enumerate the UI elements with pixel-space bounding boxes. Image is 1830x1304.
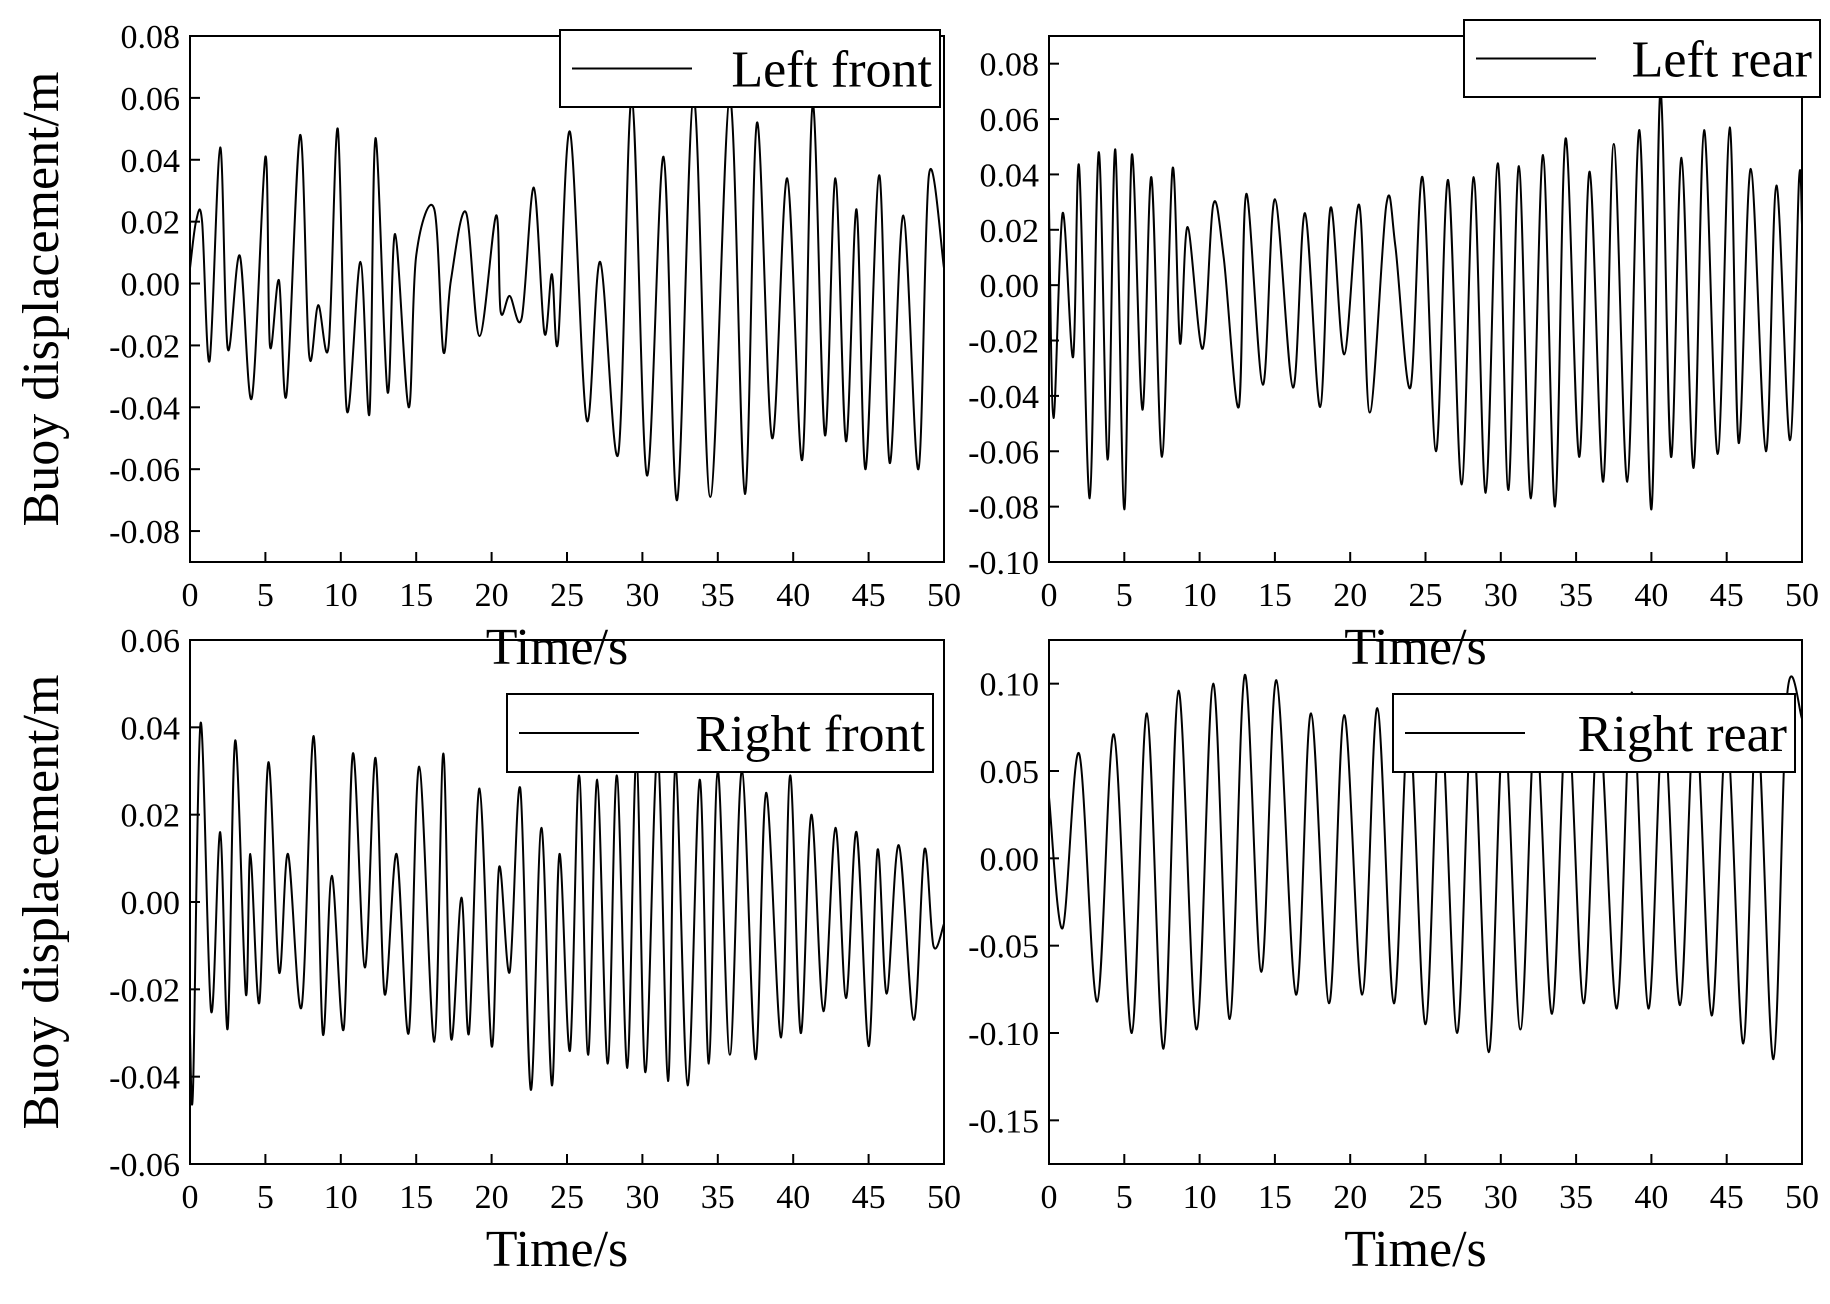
y-tick-label: -0.06 xyxy=(968,434,1039,471)
legend-label: Right front xyxy=(695,706,925,763)
x-tick-label: 0 xyxy=(1041,1179,1058,1216)
x-tick-label: 15 xyxy=(399,1179,433,1216)
legend: Left rear xyxy=(1463,19,1821,98)
x-tick-label: 45 xyxy=(1710,577,1744,614)
x-tick-label: 40 xyxy=(1634,1179,1668,1216)
legend-label: Left rear xyxy=(1632,32,1812,89)
x-tick-label: 40 xyxy=(776,577,810,614)
y-tick-label: -0.06 xyxy=(109,452,180,489)
y-tick-label: 0.02 xyxy=(121,205,181,242)
y-tick-label: 0.06 xyxy=(121,623,181,660)
y-tick-label: 0.04 xyxy=(121,710,181,747)
series-line-bottom-right xyxy=(1049,673,1802,1061)
x-tick-label: 45 xyxy=(852,1179,886,1216)
x-tick-label: 20 xyxy=(1333,577,1367,614)
x-tick-label: 50 xyxy=(927,1179,961,1216)
legend: Right rear xyxy=(1392,693,1796,773)
legend-label: Left front xyxy=(731,42,932,99)
y-tick-label: 0.02 xyxy=(121,798,181,835)
x-tick-label: 40 xyxy=(1634,577,1668,614)
x-tick-label: 25 xyxy=(1409,577,1443,614)
x-tick-label: 20 xyxy=(475,577,509,614)
y-tick-label: -0.04 xyxy=(109,1060,180,1097)
y-tick-label: 0.04 xyxy=(980,157,1040,194)
y-tick-label: 0.08 xyxy=(980,47,1040,84)
x-tick-label: 10 xyxy=(324,1179,358,1216)
x-tick-label: 5 xyxy=(257,577,274,614)
chart-panel-top-left: 0 5 10 15 20 25 30 35 40 45 50 -0.08 -0.06 -0.04 -0.02… xyxy=(13,19,961,676)
x-tick-label: 45 xyxy=(852,577,886,614)
x-axis-title: Time/s xyxy=(1344,619,1487,676)
x-tick-label: 0 xyxy=(1041,577,1058,614)
y-tick-label: -0.02 xyxy=(109,972,180,1009)
x-axis-title: Time/s xyxy=(486,619,629,676)
legend: Left front xyxy=(559,29,941,108)
series-line-top-left xyxy=(190,96,944,502)
y-tick-label: -0.02 xyxy=(109,328,180,365)
y-axis-title: Buoy displacement/m xyxy=(13,675,70,1130)
y-tick-label: 0.02 xyxy=(980,213,1040,250)
x-tick-label: 5 xyxy=(1116,1179,1133,1216)
x-axis-title: Time/s xyxy=(1344,1221,1487,1278)
x-tick-label: 30 xyxy=(1484,577,1518,614)
x-tick-label: 15 xyxy=(1258,577,1292,614)
x-tick-label: 35 xyxy=(701,577,735,614)
x-tick-label: 15 xyxy=(399,577,433,614)
legend: Right front xyxy=(506,693,934,773)
x-tick-label: 40 xyxy=(776,1179,810,1216)
y-tick-label: 0.00 xyxy=(121,885,181,922)
y-tick-label: -0.04 xyxy=(109,390,180,427)
y-tick-label: -0.04 xyxy=(968,379,1039,416)
y-tick-label: -0.10 xyxy=(968,545,1039,582)
x-tick-label: 10 xyxy=(1183,577,1217,614)
y-tick-label: -0.02 xyxy=(968,324,1039,361)
y-tick-label: -0.10 xyxy=(968,1016,1039,1053)
y-tick-label: -0.06 xyxy=(109,1147,180,1184)
x-tick-label: 0 xyxy=(182,1179,199,1216)
legend-label: Right rear xyxy=(1578,706,1787,763)
x-axis-title: Time/s xyxy=(486,1221,629,1278)
x-tick-label: 35 xyxy=(1559,1179,1593,1216)
y-tick-label: 0.00 xyxy=(980,268,1040,305)
y-tick-label: 0.06 xyxy=(980,102,1040,139)
x-tick-label: 20 xyxy=(1333,1179,1367,1216)
y-tick-label: -0.08 xyxy=(968,490,1039,527)
series-line-bottom-left xyxy=(190,721,944,1106)
series-line-top-right xyxy=(1049,90,1802,511)
y-tick-label: 0.06 xyxy=(121,81,181,118)
x-tick-label: 35 xyxy=(701,1179,735,1216)
chart-panel-bottom-right: 0 5 10 15 20 25 30 35 40 45 50 -0.15 -0.10 -0.05 0.00 0… xyxy=(968,639,1819,1278)
chart-panel-bottom-left: 0 5 10 15 20 25 30 35 40 45 50 -0.06 -0.04 -0.02 0.00 0… xyxy=(13,623,961,1278)
y-tick-label: -0.05 xyxy=(968,929,1039,966)
y-tick-label: 0.10 xyxy=(980,667,1040,704)
x-tick-label: 5 xyxy=(1116,577,1133,614)
x-tick-label: 50 xyxy=(1785,577,1819,614)
x-tick-label: 45 xyxy=(1710,1179,1744,1216)
x-tick-label: 15 xyxy=(1258,1179,1292,1216)
x-tick-label: 30 xyxy=(625,577,659,614)
y-tick-label: 0.08 xyxy=(121,19,181,56)
x-tick-label: 25 xyxy=(1409,1179,1443,1216)
y-tick-label: 0.00 xyxy=(121,267,181,304)
chart-panel-top-right: 0 5 10 15 20 25 30 35 40 45 50 -0.10 -0.08 -0.06 -0.04… xyxy=(968,19,1821,676)
y-tick-label: 0.05 xyxy=(980,754,1040,791)
x-tick-label: 25 xyxy=(550,577,584,614)
x-tick-label: 10 xyxy=(324,577,358,614)
x-tick-label: 10 xyxy=(1183,1179,1217,1216)
x-tick-label: 50 xyxy=(1785,1179,1819,1216)
y-tick-label: 0.00 xyxy=(980,841,1040,878)
y-axis-title: Buoy displacement/m xyxy=(13,72,70,527)
x-tick-label: 5 xyxy=(257,1179,274,1216)
y-tick-label: 0.04 xyxy=(121,143,181,180)
x-tick-label: 30 xyxy=(1484,1179,1518,1216)
y-tick-label: -0.15 xyxy=(968,1103,1039,1140)
y-tick-label: -0.08 xyxy=(109,514,180,551)
x-tick-label: 0 xyxy=(182,577,199,614)
x-tick-label: 20 xyxy=(475,1179,509,1216)
x-tick-label: 35 xyxy=(1559,577,1593,614)
x-tick-label: 30 xyxy=(625,1179,659,1216)
x-tick-label: 50 xyxy=(927,577,961,614)
x-tick-label: 25 xyxy=(550,1179,584,1216)
